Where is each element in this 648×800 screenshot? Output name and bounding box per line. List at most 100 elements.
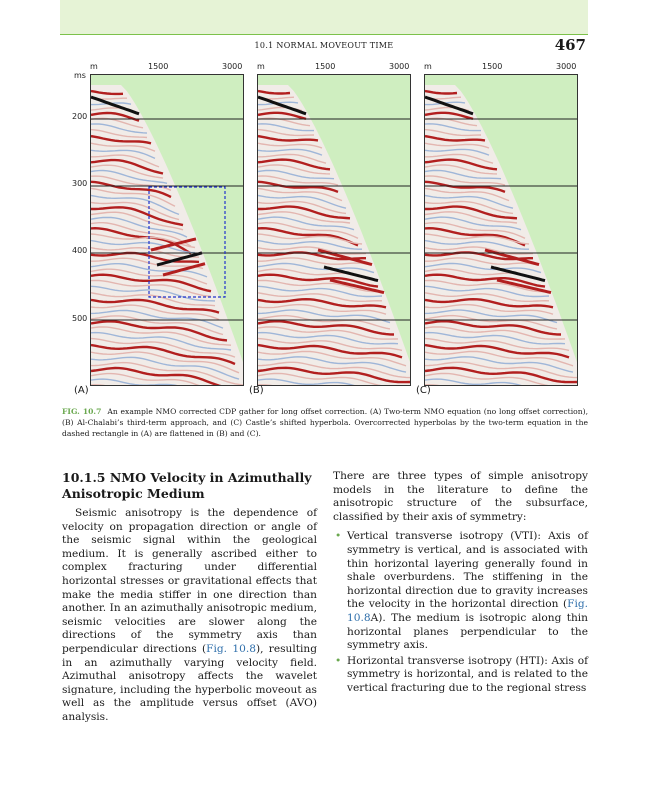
x-unit-label: m	[257, 62, 265, 71]
seismic-trace	[425, 194, 514, 209]
seismic-trace	[91, 343, 236, 366]
seismic-trace	[425, 350, 574, 367]
seismic-trace	[425, 169, 502, 180]
seismic-trace	[425, 303, 554, 315]
seismic-trace	[425, 309, 558, 324]
seismic-trace	[91, 154, 160, 168]
section-heading: 10.1.5 NMO Velocity in Azimuthally Aniso…	[62, 470, 312, 501]
seismic-trace	[258, 331, 399, 345]
x-tick-label: 1500	[148, 62, 169, 71]
seismic-trace	[258, 134, 319, 142]
seismic-trace	[258, 187, 343, 202]
bullet-dot-icon: •	[335, 530, 342, 543]
seismic-trace	[91, 378, 178, 385]
seismic-trace	[425, 148, 490, 156]
seismic-trace	[425, 89, 458, 95]
seismic-trace	[258, 246, 367, 255]
caption-text: An example NMO corrected CDP gather for …	[62, 407, 588, 438]
x-tick-label: 3000	[556, 62, 577, 71]
seismic-trace	[258, 279, 379, 293]
seismic-trace	[258, 164, 331, 175]
seismic-trace	[258, 211, 351, 224]
seismic-trace	[258, 319, 395, 336]
seismic-trace	[91, 372, 200, 385]
seismic-trace	[91, 304, 220, 321]
seismic-trace	[425, 273, 546, 288]
seismic-event	[490, 265, 546, 283]
seismic-trace	[425, 257, 538, 266]
right-column: There are three types of simple anisotro…	[333, 470, 588, 698]
seismic-trace	[425, 216, 522, 231]
seismic-trace	[91, 257, 204, 270]
y-unit-label: ms	[74, 71, 86, 80]
seismic-trace	[91, 366, 222, 385]
seismic-trace	[425, 372, 549, 385]
seismic-event	[317, 248, 373, 267]
seismic-trace	[91, 356, 240, 380]
seismic-trace	[258, 200, 347, 215]
seismic-trace	[425, 285, 550, 298]
seismic-trace	[91, 149, 156, 160]
body-paragraph: Seismic anisotropy is the dependence of …	[62, 507, 317, 725]
panel-label-b: (B)	[249, 385, 264, 396]
seismic-trace	[91, 331, 232, 351]
seismic-trace	[258, 142, 323, 149]
seismic-trace	[258, 148, 323, 156]
seismic-trace	[425, 326, 566, 340]
x-unit-label: m	[424, 62, 432, 71]
seismic-trace	[258, 257, 371, 266]
seismic-trace	[91, 337, 236, 358]
page-number: 467	[554, 36, 586, 54]
seismic-trace	[425, 337, 570, 352]
x-tick-label: 1500	[482, 62, 503, 71]
seismic-trace	[91, 142, 156, 152]
figure-caption: FIG. 10.7 An example NMO corrected CDP ga…	[62, 406, 588, 439]
seismic-event	[323, 265, 379, 283]
seismic-trace	[425, 158, 498, 171]
figure-link[interactable]: Fig. 10.8	[206, 642, 256, 655]
seismic-trace	[91, 222, 192, 247]
seismic-event	[329, 278, 385, 295]
seismic-trace	[425, 279, 546, 293]
seismic-trace	[258, 128, 315, 137]
seismic-trace	[91, 273, 212, 293]
panel-label-c: (C)	[416, 385, 431, 396]
seismic-trace	[258, 326, 399, 340]
seismic-event	[150, 237, 197, 252]
seismic-trace	[258, 226, 359, 247]
figure-link[interactable]: Fig. 10.8	[347, 598, 588, 624]
seismic-trace	[425, 205, 518, 220]
seismic-trace	[91, 216, 188, 238]
seismic-trace	[425, 226, 526, 247]
seismic-trace	[258, 221, 359, 239]
seismic-trace	[258, 233, 363, 245]
seismic-trace	[91, 251, 200, 264]
seismic-trace	[91, 206, 184, 227]
seismic-trace	[425, 153, 494, 164]
x-tick-label: 1500	[315, 62, 336, 71]
seismic-trace	[425, 134, 486, 142]
seismic-trace	[425, 331, 566, 345]
bullet-dot-icon: •	[335, 654, 342, 667]
seismic-trace	[258, 111, 307, 121]
seismic-event	[258, 95, 307, 116]
seismic-gather-a	[91, 85, 243, 385]
seismic-trace	[425, 297, 554, 309]
seismic-trace	[425, 356, 574, 373]
seismic-trace	[258, 117, 311, 127]
seismic-trace	[258, 169, 335, 180]
list-item-text: Vertical transverse isotropy (VTI): Axis…	[347, 530, 588, 611]
seismic-trace	[91, 315, 224, 336]
seismic-trace	[258, 273, 379, 288]
seismic-trace	[258, 378, 355, 385]
seismic-gather-b	[258, 85, 410, 385]
figure-number: FIG. 10.7	[62, 407, 102, 416]
seismic-event	[156, 251, 203, 267]
seismic-trace	[91, 123, 148, 134]
seismic-trace	[91, 164, 164, 179]
seismic-trace	[425, 175, 506, 186]
seismic-trace	[425, 262, 542, 274]
seismic-trace	[425, 246, 534, 255]
panel-label-a: (A)	[74, 385, 89, 396]
seismic-trace	[425, 111, 474, 121]
